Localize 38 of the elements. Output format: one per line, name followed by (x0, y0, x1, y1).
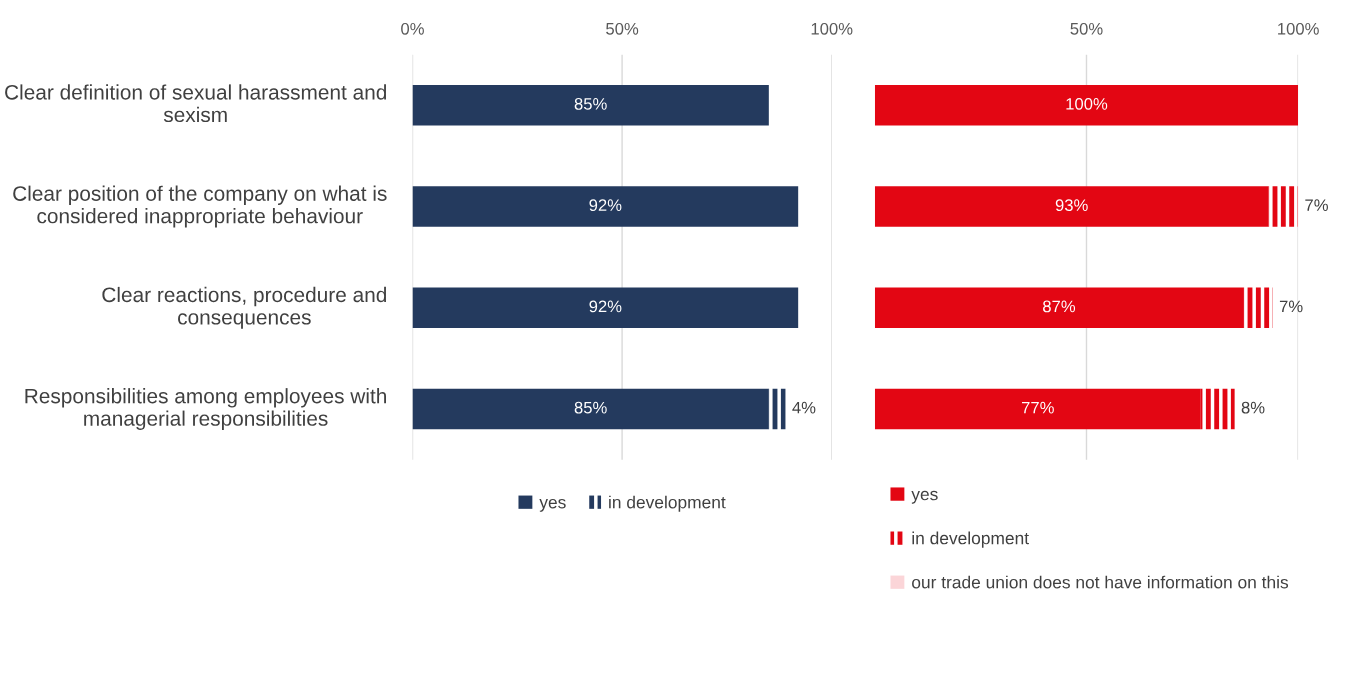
data-label: 87% (1043, 300, 1076, 313)
bar (412, 287, 799, 329)
data-label: 92% (589, 199, 622, 212)
x-tick-label: 0% (401, 22, 424, 35)
y-tick-label: Clear definition of sexual harassment and sexism (5, 84, 387, 123)
data-label: 100% (1066, 97, 1108, 110)
data-label: 8% (1241, 401, 1265, 414)
data-label: 7% (1279, 300, 1303, 313)
y-tick-label: Clear position of the company on what is considered inappropriate behaviour (13, 185, 387, 228)
bar (412, 85, 769, 126)
legend-label: yes (539, 498, 566, 512)
x-tick-label: 50% (1070, 22, 1103, 35)
x-tick-label: 100% (811, 22, 853, 35)
bar (874, 85, 1299, 126)
bar (768, 388, 786, 430)
bar (874, 186, 1269, 227)
bar (412, 186, 799, 227)
legend-label: our trade union does not have information on this (912, 575, 1289, 589)
data-label: 85% (574, 401, 607, 414)
data-label: 85% (574, 97, 607, 110)
legend-label: in development (609, 495, 726, 512)
x-tick-label: 50% (606, 22, 639, 35)
data-label: 7% (1305, 199, 1328, 211)
bar (412, 388, 769, 430)
bar (874, 287, 1244, 329)
legend-label: yes (911, 490, 938, 504)
data-label: 92% (589, 300, 622, 313)
data-label: 4% (792, 401, 816, 414)
bar (874, 388, 1201, 430)
data-label: 77% (1021, 401, 1054, 414)
y-tick-label: Clear reactions, procedure and consequences (102, 286, 387, 329)
bar (1243, 287, 1273, 329)
legend-label: in development (912, 531, 1029, 548)
bar (1200, 388, 1235, 430)
data-label: 93% (1055, 199, 1088, 212)
x-tick-label: 100% (1278, 22, 1319, 35)
bar (1268, 186, 1299, 227)
y-tick-label: Responsibilities among employees with managerial responsibilities (25, 388, 386, 430)
